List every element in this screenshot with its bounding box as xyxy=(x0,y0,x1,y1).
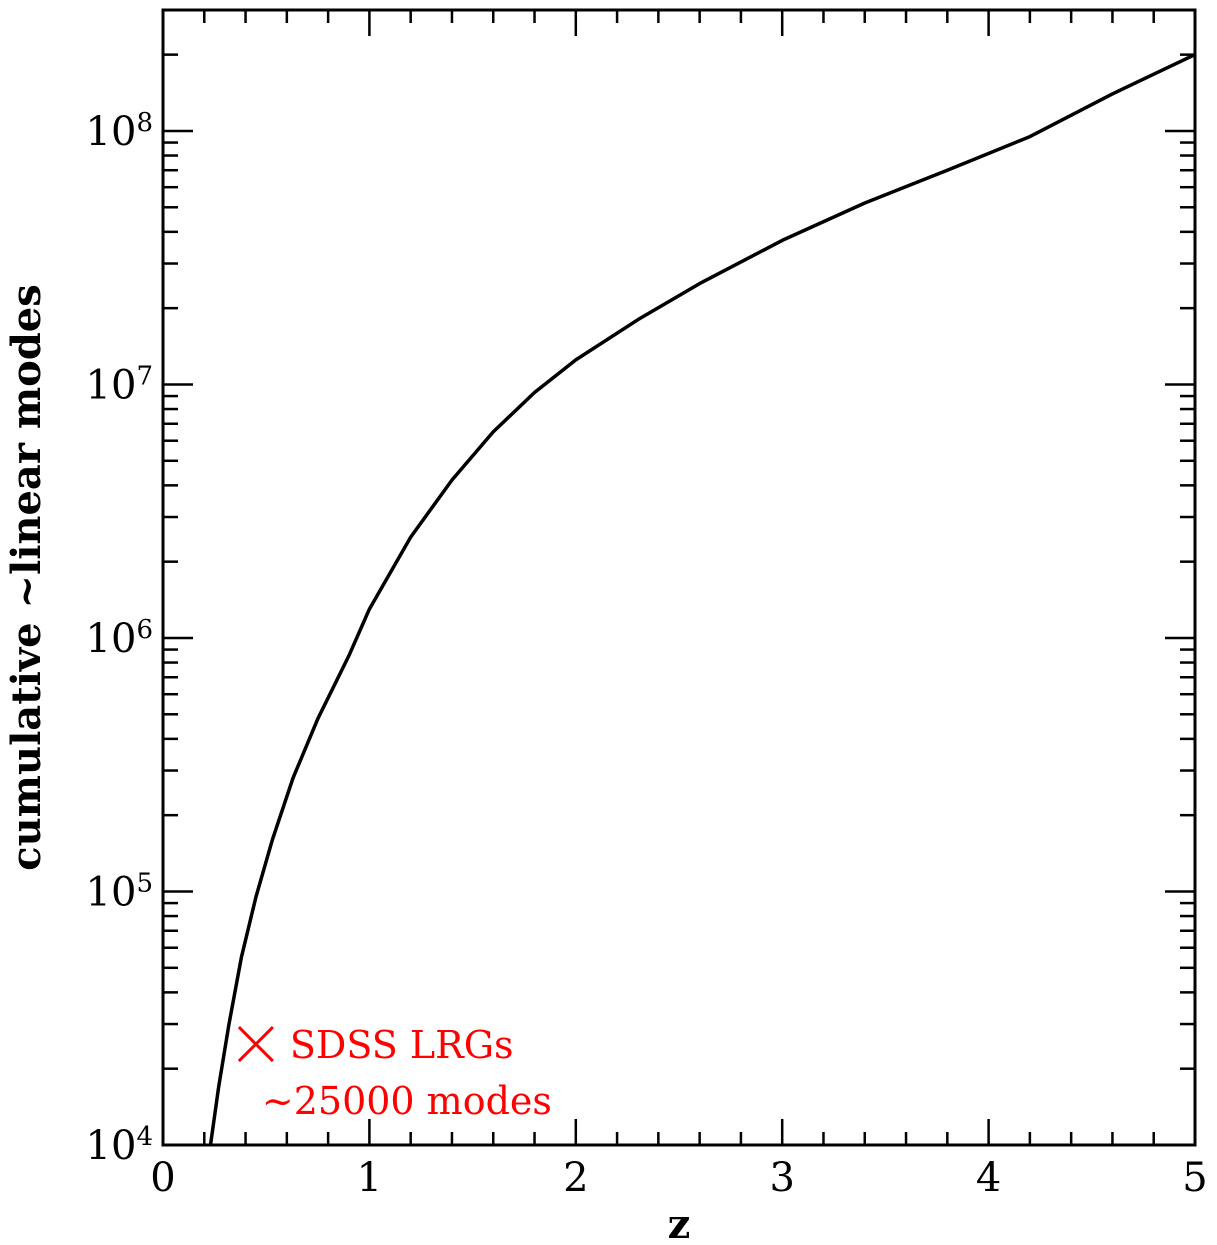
x-tick-label: 4 xyxy=(976,1155,1001,1201)
annotation-label: SDSS LRGs xyxy=(290,1023,514,1067)
x-tick-label: 0 xyxy=(150,1155,175,1201)
x-tick-label: 5 xyxy=(1182,1155,1207,1201)
x-tick-label: 1 xyxy=(357,1155,382,1201)
tick-labels: 0 1 2 3 4 5 104 105 106 107 108 xyxy=(86,108,1208,1201)
axis-ticks xyxy=(161,8,1197,1147)
annotation-label: ~25000 modes xyxy=(262,1079,552,1123)
annotation-layer: SDSS LRGs ~25000 modes xyxy=(237,1023,552,1123)
series-layer xyxy=(208,53,1196,1146)
x-tick-label: 3 xyxy=(769,1155,794,1201)
y-tick-label: 108 xyxy=(86,108,153,155)
y-tick-label: 107 xyxy=(86,361,153,408)
y-tick-label: 105 xyxy=(86,868,153,915)
plot-frame xyxy=(161,8,1197,1147)
series-line xyxy=(208,53,1196,1146)
y-tick-label: 104 xyxy=(86,1122,153,1169)
x-tick-label: 2 xyxy=(563,1155,588,1201)
sdss-marker xyxy=(237,1026,274,1063)
y-axis-label: cumulative ~linear modes xyxy=(3,284,50,871)
x-axis-label: z xyxy=(668,1201,691,1245)
marker-stroke xyxy=(237,1026,274,1063)
y-tick-label: 106 xyxy=(86,615,153,662)
